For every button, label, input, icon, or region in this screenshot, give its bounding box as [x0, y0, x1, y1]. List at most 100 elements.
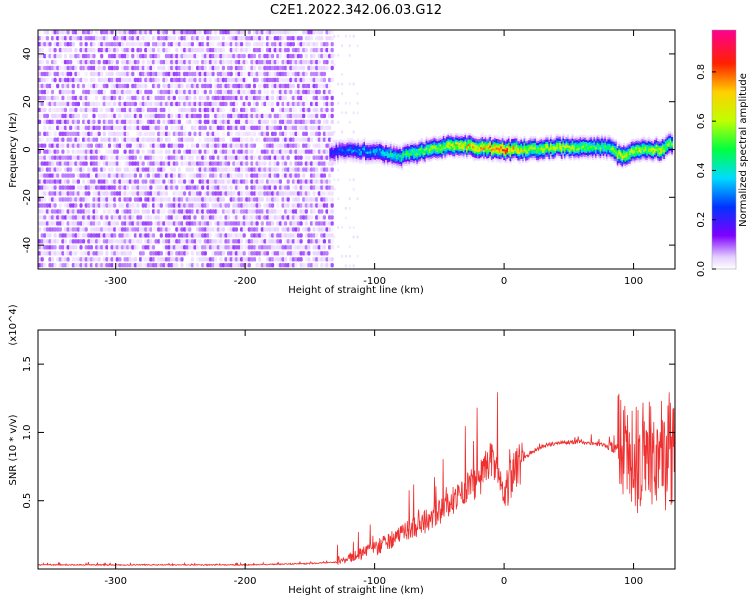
heatmap-cell — [40, 89, 44, 95]
heatmap-cell — [71, 30, 75, 35]
heatmap-cell — [43, 30, 47, 35]
heatmap-cell — [63, 53, 68, 59]
heatmap-cell — [255, 107, 259, 113]
heatmap-cell — [95, 131, 99, 136]
heatmap-cell — [69, 107, 73, 113]
heatmap-cell — [58, 113, 62, 119]
heatmap-cell — [53, 173, 57, 178]
heatmap-cell — [133, 179, 137, 184]
heatmap-cell — [97, 77, 101, 83]
heatmap-cell — [128, 125, 132, 130]
heatmap-cell — [48, 245, 52, 250]
heatmap-cell — [48, 47, 52, 53]
heatmap-cell — [92, 65, 96, 71]
heatmap-cell — [229, 65, 233, 71]
heatmap-cell — [151, 65, 156, 71]
heatmap-cell — [82, 173, 86, 178]
heatmap-cell — [56, 167, 60, 172]
heatmap-cell — [97, 36, 101, 41]
heatmap-cell — [102, 125, 106, 130]
heatmap-cell — [107, 245, 112, 250]
heatmap-cell — [273, 119, 277, 124]
heatmap-cell — [84, 137, 88, 142]
heatmap-cell — [82, 95, 86, 101]
heatmap-cell — [58, 191, 62, 196]
heatmap-cell — [48, 191, 52, 196]
heatmap-cell — [113, 149, 117, 154]
heatmap-cell — [105, 233, 109, 238]
heatmap-cell — [110, 71, 114, 77]
heatmap-cell — [294, 185, 298, 190]
heatmap-cell — [258, 257, 262, 262]
heatmap-cell — [128, 209, 132, 214]
heatmap-cell — [74, 131, 78, 136]
heatmap-cell — [123, 221, 127, 226]
heatmap-cell — [71, 239, 75, 244]
heatmap-cell — [139, 155, 143, 160]
heatmap-cell — [265, 131, 270, 136]
heatmap-cell — [95, 203, 99, 208]
heatmap-cell — [115, 209, 119, 214]
heatmap-cell — [271, 263, 275, 268]
heatmap-cell — [136, 263, 140, 268]
heatmap-cell — [102, 239, 106, 244]
heatmap-cell — [50, 137, 55, 142]
heatmap-cell — [71, 251, 75, 256]
heatmap-cell — [123, 239, 127, 244]
heatmap-cell — [69, 53, 73, 59]
heatmap-cell — [198, 239, 202, 244]
heatmap-cell — [136, 65, 140, 71]
heatmap-cell — [38, 257, 42, 262]
heatmap-cell — [115, 107, 119, 113]
heatmap-cell — [66, 155, 70, 160]
heatmap-cell — [87, 173, 91, 178]
heatmap-cell — [84, 173, 88, 178]
heatmap-cell — [149, 179, 153, 184]
heatmap-cell — [110, 65, 114, 71]
heatmap-cell — [131, 239, 135, 244]
heatmap-cell — [71, 113, 75, 119]
heatmap-cell — [113, 77, 117, 83]
heatmap-cell — [113, 42, 117, 47]
heatmap-cell — [95, 167, 99, 172]
heatmap-cell — [307, 251, 311, 256]
heatmap-cell — [172, 36, 176, 41]
heatmap-cell — [258, 137, 262, 142]
heatmap-cell — [43, 179, 47, 184]
heatmap-cell — [180, 263, 184, 268]
heatmap-cell — [120, 245, 125, 250]
heatmap-cell — [71, 209, 75, 214]
heatmap-cell — [95, 89, 99, 95]
heatmap-cell — [183, 125, 187, 130]
heatmap-cell — [105, 185, 109, 190]
heatmap-cell — [115, 173, 119, 178]
heatmap-cell — [105, 227, 109, 232]
heatmap-cell — [144, 83, 148, 89]
heatmap-cell — [84, 263, 88, 268]
heatmap-cell — [56, 83, 60, 89]
heatmap-cell — [139, 227, 143, 232]
heatmap-cell — [123, 59, 127, 65]
heatmap-cell — [118, 77, 122, 83]
heatmap-cell — [87, 143, 91, 148]
heatmap-cell — [146, 131, 150, 136]
heatmap-cell — [424, 161, 427, 164]
heatmap-cell — [79, 36, 83, 41]
heatmap-cell — [131, 185, 135, 190]
heatmap-cell — [61, 101, 65, 107]
heatmap-cell — [48, 149, 52, 154]
heatmap-cell — [252, 131, 257, 136]
heatmap-cell — [221, 227, 225, 232]
heatmap-cell — [69, 36, 73, 41]
heatmap-cell — [110, 239, 114, 244]
heatmap-cell — [82, 161, 86, 166]
heatmap-cell — [146, 77, 150, 83]
heatmap-cell — [58, 101, 62, 107]
heatmap-cell — [221, 47, 225, 53]
heatmap-cell — [92, 119, 96, 124]
heatmap-cell — [151, 131, 156, 136]
heatmap-cell — [58, 131, 62, 136]
heatmap-cell — [89, 161, 93, 166]
heatmap-cell — [87, 47, 91, 53]
heatmap-cell — [302, 173, 306, 178]
